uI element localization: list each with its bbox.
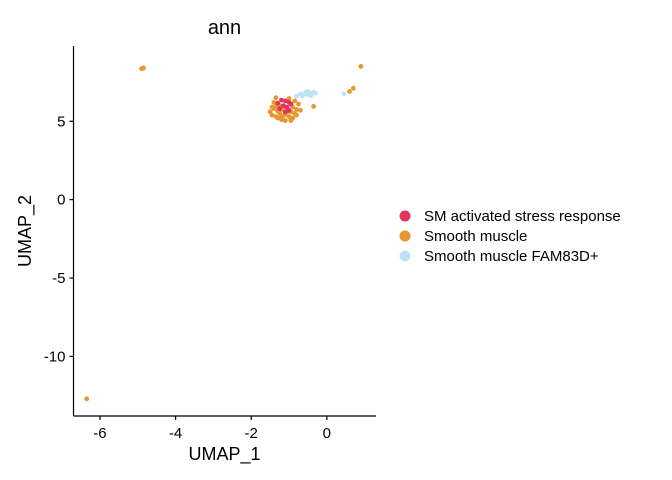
y-axis-ticks: -10 -5 0 5 bbox=[44, 113, 74, 365]
data-point bbox=[292, 98, 298, 104]
data-point bbox=[275, 115, 281, 121]
data-point bbox=[347, 89, 352, 94]
data-point bbox=[358, 64, 364, 69]
data-point bbox=[294, 107, 299, 112]
data-point bbox=[286, 114, 292, 119]
y-tick-label: 0 bbox=[57, 192, 65, 209]
x-tick-label: -2 bbox=[245, 425, 258, 442]
y-axis-title: UMAP_2 bbox=[15, 195, 36, 267]
data-point bbox=[298, 91, 303, 97]
legend-label: SM activated stress response bbox=[424, 208, 621, 225]
x-tick-label: -4 bbox=[169, 425, 182, 442]
data-point bbox=[308, 93, 314, 98]
x-tick-label: 0 bbox=[323, 425, 331, 442]
data-point bbox=[305, 89, 311, 94]
x-tick-label: -6 bbox=[93, 425, 106, 442]
data-point bbox=[281, 103, 286, 108]
y-tick-label: 5 bbox=[57, 113, 65, 130]
legend: SM activated stress response Smooth muscl… bbox=[399, 208, 621, 265]
data-point bbox=[269, 112, 275, 118]
data-point bbox=[282, 98, 288, 104]
data-point bbox=[294, 93, 299, 99]
data-point bbox=[277, 106, 282, 112]
data-point bbox=[350, 85, 356, 91]
data-point bbox=[311, 104, 316, 109]
data-point bbox=[271, 100, 277, 105]
data-point bbox=[286, 96, 292, 101]
data-point bbox=[281, 113, 286, 119]
legend-label: Smooth muscle FAM83D+ bbox=[424, 248, 599, 265]
data-point bbox=[275, 100, 281, 106]
y-tick-label: -5 bbox=[52, 270, 65, 287]
data-point bbox=[313, 90, 318, 96]
legend-key bbox=[399, 230, 411, 242]
x-axis-ticks: -6 -4 -2 0 bbox=[93, 416, 331, 442]
data-point bbox=[282, 109, 288, 115]
data-point bbox=[288, 118, 294, 123]
legend-key bbox=[399, 250, 411, 262]
data-point bbox=[298, 107, 303, 113]
data-point bbox=[84, 396, 90, 402]
data-point bbox=[273, 95, 279, 101]
data-point bbox=[279, 97, 284, 103]
data-point bbox=[341, 91, 347, 97]
legend-key bbox=[399, 210, 411, 222]
legend-label: Smooth muscle bbox=[424, 228, 527, 245]
x-axis-title: UMAP_1 bbox=[188, 444, 260, 465]
data-point bbox=[294, 112, 299, 118]
chart-title: ann bbox=[208, 17, 241, 39]
data-point bbox=[296, 101, 301, 107]
data-point bbox=[288, 101, 294, 107]
y-tick-label: -10 bbox=[44, 348, 66, 365]
data-point bbox=[282, 118, 288, 123]
data-point bbox=[139, 66, 145, 72]
data-points bbox=[84, 64, 364, 402]
data-point bbox=[286, 107, 292, 113]
